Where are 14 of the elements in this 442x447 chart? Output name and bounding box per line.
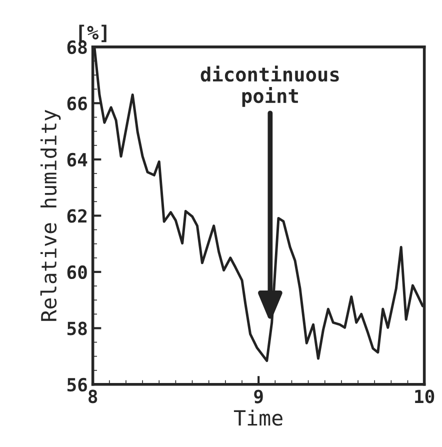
- y-tick-label: 66: [67, 96, 87, 110]
- y-tick-label: 62: [67, 209, 86, 223]
- y-tick-label: 60: [67, 265, 87, 280]
- text: [%]: [79, 24, 106, 42]
- y-axis-title: Relative humidity: [40, 110, 61, 321]
- y-tick-label: 64: [67, 152, 88, 167]
- x-tick-label: 9: [254, 390, 263, 404]
- y-tick-label: 58: [67, 322, 87, 336]
- x-tick-label: 10: [415, 390, 434, 404]
- y-tick-label: 68: [67, 40, 87, 54]
- y-tick-label: 56: [67, 378, 87, 392]
- x-axis-title: Time: [234, 410, 282, 426]
- annotation: dicontinuous point: [200, 66, 339, 107]
- x-tick-label: 8: [88, 390, 98, 404]
